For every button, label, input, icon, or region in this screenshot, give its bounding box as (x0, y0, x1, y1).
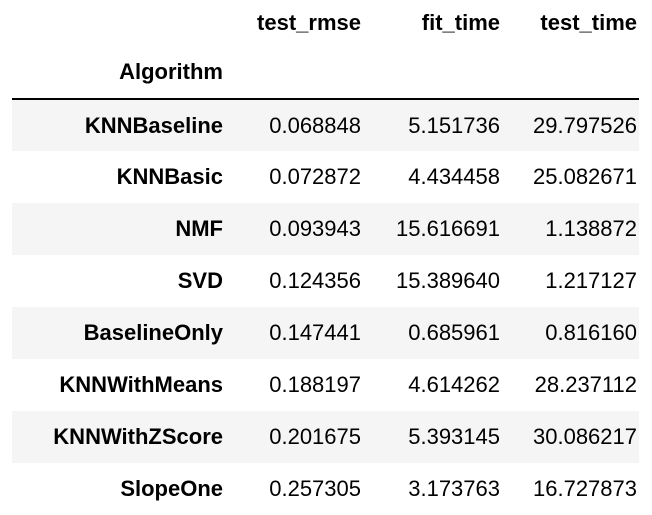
cell-fit-time: 15.616691 (396, 216, 500, 241)
cell-fit-time: 4.614262 (408, 372, 500, 397)
results-table: test_rmse fit_time test_time Algorithm K… (12, 0, 639, 515)
cell-test-rmse: 0.257305 (269, 476, 361, 501)
cell-test-rmse: 0.093943 (269, 216, 361, 241)
row-label: BaselineOnly (83, 320, 223, 345)
cell-test-rmse: 0.188197 (269, 372, 361, 397)
cell-test-time: 29.797526 (533, 112, 637, 138)
table-row: KNNWithZScore 0.201675 5.393145 30.08621… (12, 411, 639, 463)
column-header-row: test_rmse fit_time test_time (12, 0, 639, 46)
cell-test-time: 1.138872 (545, 216, 637, 241)
cell-test-time: 16.727873 (533, 476, 637, 501)
cell-test-time: 1.217127 (545, 268, 637, 293)
cell-test-rmse: 0.147441 (269, 320, 361, 345)
table-row: KNNBaseline 0.068848 5.151736 29.797526 (12, 99, 639, 151)
table-row: BaselineOnly 0.147441 0.685961 0.816160 (12, 307, 639, 359)
row-label: SVD (177, 268, 223, 293)
index-name-row: Algorithm (12, 46, 639, 100)
row-label: KNNWithMeans (59, 372, 223, 397)
cell-fit-time: 15.389640 (396, 268, 500, 293)
cell-fit-time: 5.151736 (408, 112, 500, 138)
cell-test-rmse: 0.072872 (269, 164, 361, 189)
cell-test-rmse: 0.124356 (269, 268, 361, 293)
table-row: SVD 0.124356 15.389640 1.217127 (12, 255, 639, 307)
table-row: KNNWithMeans 0.188197 4.614262 28.237112 (12, 359, 639, 411)
row-label: NMF (175, 216, 223, 241)
cell-test-time: 28.237112 (534, 372, 637, 397)
index-name-header: Algorithm (12, 46, 225, 100)
table-row: KNNBasic 0.072872 4.434458 25.082671 (12, 151, 639, 203)
corner-cell (12, 0, 225, 46)
cell-fit-time: 5.393145 (408, 424, 500, 449)
column-header-test-rmse: test_rmse (257, 10, 361, 35)
table-header: test_rmse fit_time test_time Algorithm (12, 0, 639, 100)
cell-fit-time: 3.173763 (408, 476, 500, 501)
index-name-spacer (502, 46, 639, 100)
cell-test-time: 30.086217 (533, 424, 637, 449)
column-header-fit-time: fit_time (421, 10, 500, 35)
table-body: KNNBaseline 0.068848 5.151736 29.797526 … (12, 99, 639, 515)
row-label: KNNWithZScore (53, 424, 223, 449)
cell-test-rmse: 0.201675 (269, 424, 361, 449)
cell-fit-time: 0.685961 (408, 320, 500, 345)
cell-test-time: 0.816160 (545, 320, 637, 345)
row-label: KNNBasic (116, 164, 223, 189)
cell-fit-time: 4.434458 (408, 164, 500, 189)
cell-test-rmse: 0.068848 (269, 112, 361, 138)
index-name-spacer (363, 46, 502, 100)
row-label: SlopeOne (120, 476, 223, 501)
column-header-test-time: test_time (540, 10, 637, 35)
table-row: SlopeOne 0.257305 3.173763 16.727873 (12, 463, 639, 515)
table-row: NMF 0.093943 15.616691 1.138872 (12, 203, 639, 255)
cell-test-time: 25.082671 (533, 164, 637, 189)
index-name-spacer (225, 46, 363, 100)
row-label: KNNBaseline (84, 112, 223, 138)
